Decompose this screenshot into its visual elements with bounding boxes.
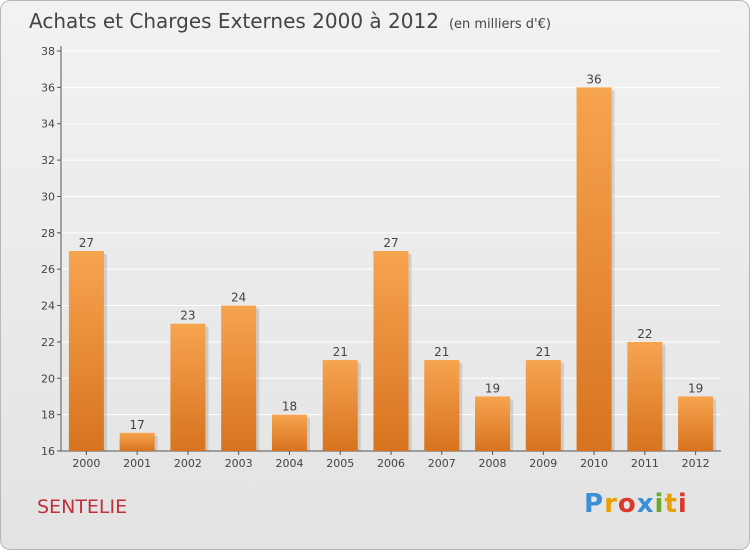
x-tick-label: 2003 [225,457,253,470]
bar [576,87,612,451]
y-tick-label: 32 [41,154,55,167]
y-tick-label: 38 [41,45,55,58]
bar-value-label: 21 [333,345,348,359]
x-tick-label: 2005 [326,457,354,470]
bar-value-label: 21 [434,345,449,359]
x-tick-label: 2001 [123,457,151,470]
bar-value-label: 36 [586,72,601,86]
bar [170,323,206,451]
bar [475,396,511,451]
bar [271,414,307,451]
x-tick-label: 2008 [479,457,507,470]
bar [322,360,358,451]
bar-value-label: 18 [282,400,297,414]
bar [119,432,155,451]
bar-value-label: 17 [130,418,145,432]
logo-letter: o [617,489,637,519]
y-tick-label: 34 [41,118,55,131]
y-tick-label: 30 [41,190,55,203]
chart-title: Achats et Charges Externes 2000 à 2012 (e… [29,9,551,33]
y-tick-label: 22 [41,336,55,349]
logo-letter: t [664,489,678,519]
logo-letter: i [677,489,688,519]
y-tick-label: 16 [41,445,55,458]
commune-name: SENTELIE [37,496,128,518]
x-tick-label: 2000 [72,457,100,470]
y-tick-label: 26 [41,263,55,276]
chart-unit: (en milliers d'€) [448,17,551,32]
bar-value-label: 19 [688,381,703,395]
bar [424,360,460,451]
x-tick-label: 2006 [377,457,405,470]
bar-value-label: 21 [536,345,551,359]
x-tick-label: 2009 [529,457,557,470]
logo-letter: i [654,489,665,519]
chart-title-text: Achats et Charges Externes 2000 à 2012 [29,9,439,33]
x-tick-label: 2010 [580,457,608,470]
bar-value-label: 19 [485,381,500,395]
bar-value-label: 22 [637,327,652,341]
logo-letter: x [636,489,655,519]
y-tick-label: 24 [41,300,55,313]
bar [525,360,561,451]
logo-letter: P [584,489,605,519]
x-tick-label: 2002 [174,457,202,470]
bar-value-label: 27 [79,236,94,250]
bar [678,396,714,451]
x-tick-label: 2004 [275,457,303,470]
proxiti-logo: Proxiti [584,489,688,519]
x-tick-label: 2012 [682,457,710,470]
x-tick-label: 2011 [631,457,659,470]
y-tick-label: 28 [41,227,55,240]
y-tick-label: 18 [41,409,55,422]
bar [221,305,257,451]
x-tick-label: 2007 [428,457,456,470]
bar-value-label: 24 [231,291,246,305]
y-tick-label: 36 [41,81,55,94]
bar-value-label: 23 [180,309,195,323]
bar [627,341,663,451]
y-tick-label: 20 [41,372,55,385]
logo-letter: r [604,489,618,519]
bar [373,251,409,451]
bar-value-label: 27 [383,236,398,250]
bar [68,251,104,451]
